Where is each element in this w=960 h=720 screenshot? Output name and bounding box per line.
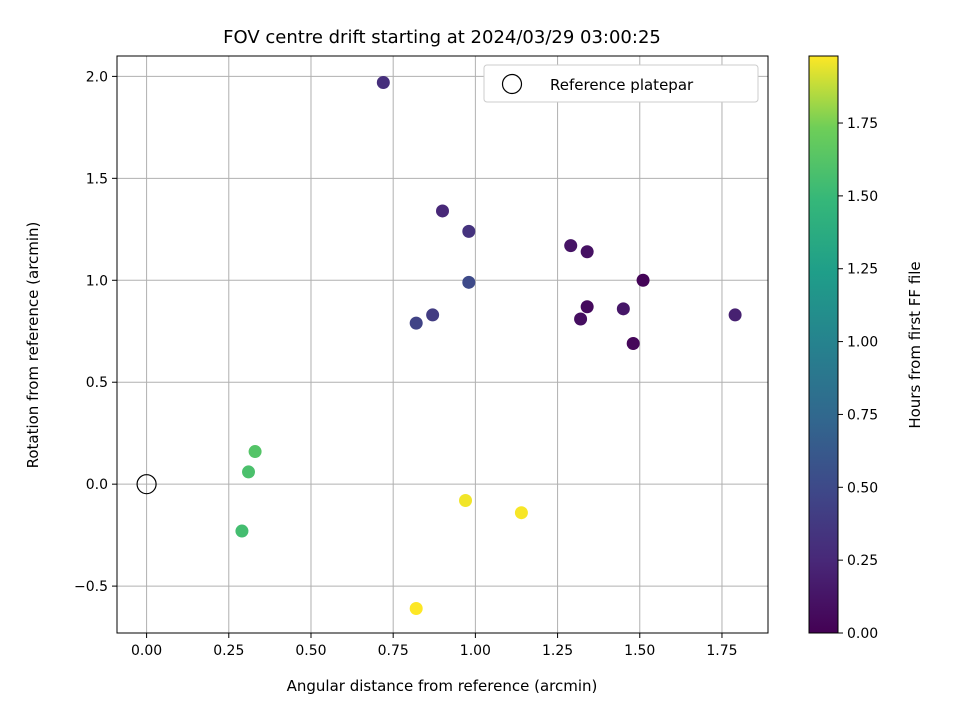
legend-marker-icon (501, 73, 523, 95)
y-tick-label: 1.5 (86, 171, 108, 187)
data-point (462, 224, 476, 238)
y-tick-label: 0.5 (86, 375, 108, 391)
x-tick-label: 0.50 (295, 643, 326, 659)
data-point (626, 336, 640, 350)
colorbar (808, 55, 839, 634)
x-tick-label: 0.25 (213, 643, 244, 659)
data-point (580, 245, 594, 259)
data-point (235, 524, 249, 538)
data-point (580, 300, 594, 314)
data-point (564, 239, 578, 253)
x-tick-label: 1.00 (460, 643, 491, 659)
y-axis-label: Rotation from reference (arcmin) (24, 222, 42, 469)
x-tick-label: 1.75 (706, 643, 737, 659)
colorbar-tick-label: 0.50 (847, 480, 878, 496)
y-tick-label: 2.0 (86, 69, 108, 85)
data-point (242, 465, 256, 479)
data-point (248, 445, 262, 459)
x-axis-ticks: 0.00 0.25 0.50 0.75 1.00 1.25 1.50 1.75 (131, 633, 738, 659)
legend: Reference platepar (483, 64, 759, 103)
x-tick-label: 0.00 (131, 643, 162, 659)
data-point (409, 316, 423, 330)
colorbar-tick-label: 1.25 (847, 262, 878, 278)
chart-title: FOV centre drift starting at 2024/03/29 … (223, 27, 661, 48)
plot-frame (116, 55, 769, 634)
data-point (436, 204, 449, 218)
colorbar-label: Hours from first FF file (906, 261, 924, 428)
data-points (136, 76, 742, 616)
data-point (728, 308, 742, 322)
grid-lines (117, 56, 768, 633)
data-point (459, 493, 473, 507)
colorbar-tick-label: 0.25 (847, 553, 878, 569)
y-tick-label: 1.0 (86, 273, 108, 289)
y-axis-ticks: −0.5 0.0 0.5 1.0 1.5 2.0 (74, 69, 117, 595)
data-point (426, 308, 440, 322)
colorbar-tick-label: 0.00 (847, 626, 878, 642)
x-tick-label: 1.25 (542, 643, 573, 659)
x-tick-label: 1.50 (624, 643, 655, 659)
colorbar-tick-label: 0.75 (847, 407, 878, 423)
data-point (616, 302, 630, 316)
colorbar-tick-label: 1.00 (847, 335, 878, 351)
colorbar-tick-label: 1.75 (847, 116, 878, 132)
data-point (514, 506, 528, 520)
x-tick-label: 0.75 (378, 643, 409, 659)
data-point (636, 273, 650, 287)
colorbar-tick-label: 1.50 (847, 189, 878, 205)
colorbar-ticks: 0.00 0.25 0.50 0.75 1.00 1.25 1.50 1.75 (838, 116, 878, 642)
data-point (574, 312, 588, 326)
y-tick-label: 0.0 (86, 477, 108, 493)
legend-box (483, 64, 759, 103)
x-axis-label: Angular distance from reference (arcmin) (287, 677, 598, 695)
legend-label: Reference platepar (550, 76, 694, 94)
reference-point-marker (136, 474, 157, 495)
data-point (462, 275, 476, 289)
y-tick-label: −0.5 (74, 579, 108, 595)
data-point (409, 602, 423, 616)
data-point (376, 76, 390, 90)
